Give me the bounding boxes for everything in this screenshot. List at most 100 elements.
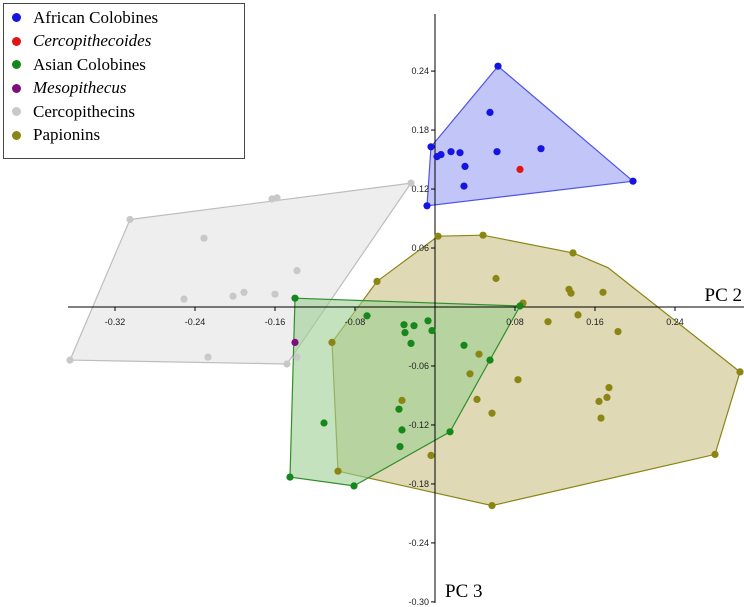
- point-papionins: [595, 397, 603, 405]
- point-papionins: [603, 393, 611, 401]
- point-cercopithecins: [407, 179, 415, 187]
- convex-hulls: [69, 65, 741, 507]
- point-african-colobines: [494, 62, 502, 70]
- axes: [68, 14, 744, 603]
- legend-item-asian-colobines: Asian Colobines: [12, 53, 244, 77]
- y-tick-label: -0.30: [408, 597, 429, 607]
- point-cercopithecoides: [516, 165, 524, 173]
- point-asian-colobines: [410, 322, 418, 330]
- legend-marker: [12, 13, 21, 23]
- x-tick-label: -0.16: [265, 317, 286, 327]
- point-african-colobines: [456, 149, 464, 157]
- point-papionins: [597, 414, 605, 422]
- point-african-colobines: [427, 143, 435, 151]
- legend-label: Cercopithecins: [33, 101, 135, 121]
- point-papionins: [736, 368, 744, 376]
- point-papionins: [427, 451, 435, 459]
- point-papionins: [466, 370, 474, 378]
- point-asian-colobines: [407, 339, 415, 347]
- point-papionins: [434, 232, 442, 240]
- point-african-colobines: [629, 177, 637, 185]
- point-asian-colobines: [395, 405, 403, 413]
- legend-label: African Colobines: [33, 7, 159, 27]
- point-asian-colobines: [424, 317, 432, 325]
- legend-item-cercopithecoides: Cercopithecoides: [12, 30, 244, 54]
- point-papionins: [479, 231, 487, 239]
- point-papionins: [492, 274, 500, 283]
- point-asian-colobines: [396, 443, 404, 451]
- point-african-colobines: [493, 148, 501, 156]
- point-papionins: [567, 289, 575, 297]
- point-cercopithecins: [66, 356, 74, 364]
- point-asian-colobines: [428, 327, 436, 335]
- hull-african-colobines: [426, 65, 635, 207]
- x-tick-label: 0.16: [586, 317, 604, 327]
- x-tick-label: 0.08: [506, 317, 524, 327]
- legend-marker: [12, 36, 21, 46]
- point-cercopithecins: [229, 292, 237, 300]
- y-tick-label: 0.24: [411, 66, 429, 76]
- legend-label: Mesopithecus: [33, 78, 127, 98]
- y-tick-label: 0.06: [411, 243, 429, 253]
- x-tick-label: -0.24: [185, 317, 206, 327]
- point-asian-colobines: [363, 312, 371, 320]
- point-papionins: [574, 311, 582, 319]
- point-african-colobines: [461, 162, 469, 170]
- y-tick-label: -0.06: [408, 361, 429, 371]
- point-asian-colobines: [486, 356, 494, 364]
- point-papionins: [334, 467, 342, 475]
- x-tick-label: -0.32: [105, 317, 126, 327]
- point-papionins: [373, 277, 381, 285]
- point-african-colobines: [486, 108, 494, 116]
- point-papionins: [398, 396, 406, 404]
- y-axis-title: PC 3: [445, 581, 483, 602]
- point-papionins: [711, 450, 719, 458]
- legend-marker: [12, 60, 21, 70]
- point-cercopithecins: [273, 194, 281, 202]
- point-cercopithecins: [240, 288, 248, 296]
- x-tick-label: 0.24: [666, 317, 684, 327]
- data-points: [66, 62, 744, 510]
- legend-label: Cercopithecoides: [33, 31, 152, 51]
- point-papionins: [569, 249, 577, 257]
- legend-marker: [12, 107, 21, 117]
- point-asian-colobines: [398, 426, 406, 434]
- point-cercopithecins: [200, 234, 208, 242]
- point-african-colobines: [423, 202, 431, 210]
- point-cercopithecins: [293, 353, 301, 361]
- legend-label: Papionins: [33, 125, 101, 145]
- point-papionins: [475, 350, 483, 358]
- point-cercopithecins: [271, 290, 279, 298]
- point-papionins: [614, 328, 622, 336]
- legend-item-mesopithecus: Mesopithecus: [12, 77, 244, 101]
- point-african-colobines: [460, 182, 468, 190]
- point-cercopithecins: [204, 353, 212, 361]
- point-papionins: [328, 338, 336, 346]
- point-papionins: [544, 318, 552, 326]
- legend-label: Asian Colobines: [33, 54, 146, 74]
- point-asian-colobines: [446, 428, 454, 436]
- legend-item-papionins: Papionins: [12, 124, 244, 148]
- point-asian-colobines: [320, 419, 328, 427]
- legend: African Colobines Cercopithecoides Asian C…: [3, 3, 245, 159]
- point-asian-colobines: [401, 329, 409, 337]
- point-cercopithecins: [126, 215, 134, 224]
- point-papionins: [488, 409, 496, 417]
- point-cercopithecins: [283, 360, 291, 368]
- legend-marker: [12, 130, 21, 140]
- point-papionins: [514, 376, 522, 384]
- y-tick-label: 0.12: [411, 184, 429, 194]
- point-african-colobines: [537, 145, 545, 153]
- point-african-colobines: [447, 148, 455, 156]
- point-asian-colobines: [400, 321, 408, 329]
- y-tick-label: -0.12: [408, 420, 429, 430]
- point-asian-colobines: [460, 341, 468, 349]
- y-tick-label: 0.18: [411, 125, 429, 135]
- point-papionins: [605, 384, 613, 392]
- point-papionins: [473, 395, 481, 403]
- point-asian-colobines: [291, 294, 299, 302]
- x-tick-label: -0.08: [345, 317, 366, 327]
- point-asian-colobines: [516, 302, 524, 310]
- axis-ticks: -0.32 -0.24 -0.16 -0.08 0.08 0.16 0.24 0.24 0.18…: [105, 66, 684, 607]
